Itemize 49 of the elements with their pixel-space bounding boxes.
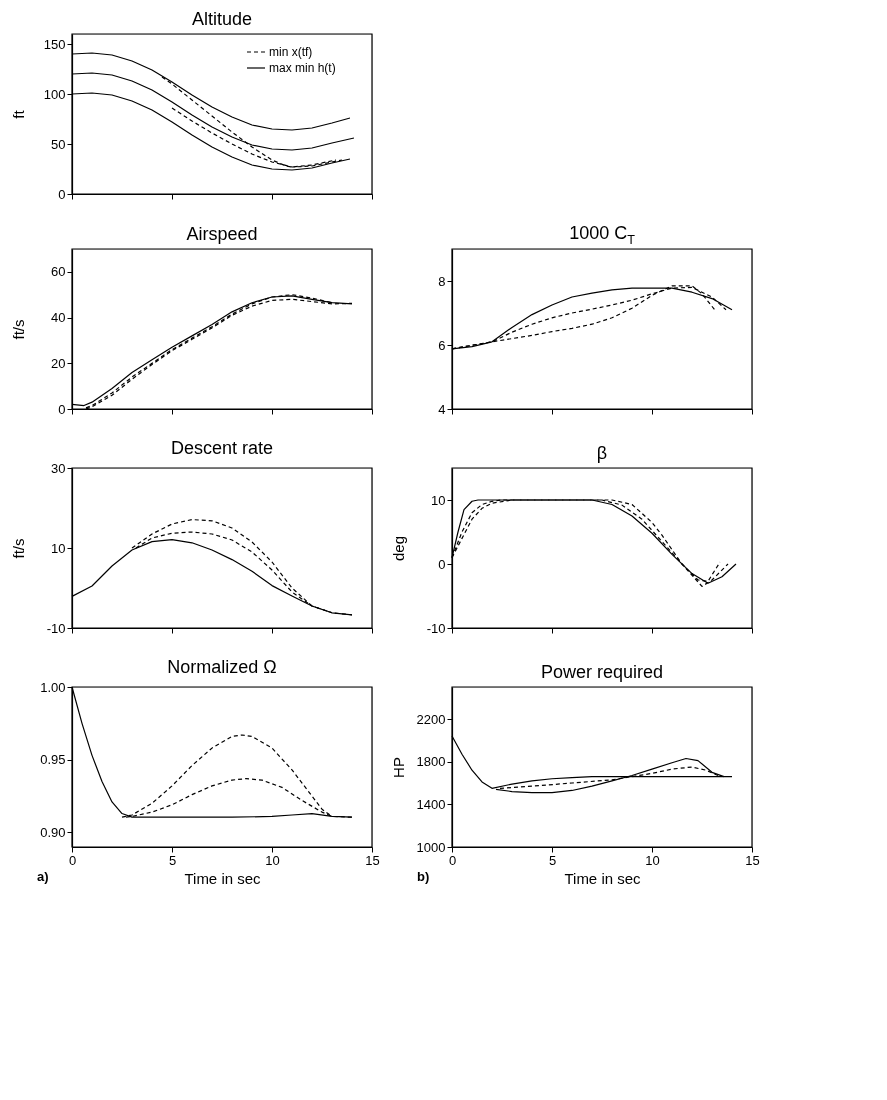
y-tick-label: 0 [58, 186, 66, 202]
y-axis-title: ft [9, 109, 27, 119]
y-tick-label: 40 [51, 310, 66, 326]
y-tick-label: 0 [58, 401, 66, 417]
chart-title: Airspeed [186, 224, 258, 245]
y-tick-label: 0.90 [40, 824, 66, 840]
y-tick-label: 1400 [416, 796, 446, 812]
y-tick-label: 150 [43, 36, 66, 52]
y-tick-label: 1800 [416, 754, 446, 770]
x-tick-label: 0 [68, 852, 77, 868]
x-tick-label: 15 [745, 852, 760, 868]
y-tick-label: -10 [426, 620, 446, 636]
y-tick-label: 1.00 [40, 679, 66, 695]
y-tick-label: 50 [51, 136, 66, 152]
text: a) [37, 869, 49, 884]
x-tick-label: 0 [448, 852, 457, 868]
legend-label: max min h(t) [269, 61, 336, 75]
y-tick-label: 60 [51, 264, 66, 280]
y-tick-label: 8 [438, 273, 446, 289]
y-tick-label: 4 [438, 401, 446, 417]
y-tick-label: 30 [51, 460, 66, 476]
y-tick-label: 10 [51, 540, 66, 556]
y-tick-label: 2200 [416, 711, 446, 727]
chart-title: β [596, 443, 608, 464]
y-tick-label: 0.95 [40, 752, 66, 768]
y-axis-title: HP [389, 757, 407, 778]
chart-title: Descent rate [170, 438, 274, 458]
y-tick-label: 20 [51, 355, 66, 371]
x-axis-title: Time in sec [184, 869, 262, 887]
y-tick-label: 6 [438, 337, 446, 353]
chart-title: Power required [540, 662, 664, 683]
legend-label: min x(tf) [269, 45, 313, 59]
text: b) [417, 869, 430, 884]
y-tick-label: 0 [438, 556, 446, 572]
y-tick-label: 10 [431, 492, 446, 508]
x-tick-label: 5 [168, 852, 177, 868]
y-axis-title: ft/s [9, 319, 27, 340]
x-tick-label: 15 [365, 852, 380, 868]
y-axis-title: deg [389, 535, 407, 562]
y-tick-label: 1000 [416, 839, 446, 855]
y-tick-label: 100 [43, 86, 66, 102]
x-tick-label: 10 [645, 852, 660, 868]
y-axis-title: ft/s [9, 538, 27, 559]
y-tick-label: -10 [46, 620, 66, 636]
x-tick-label: 5 [548, 852, 557, 868]
x-axis-title: Time in sec [564, 869, 642, 887]
x-tick-label: 10 [265, 852, 280, 868]
chart-title: Altitude [191, 9, 253, 30]
chart-title: Normalized Ω [167, 657, 277, 677]
